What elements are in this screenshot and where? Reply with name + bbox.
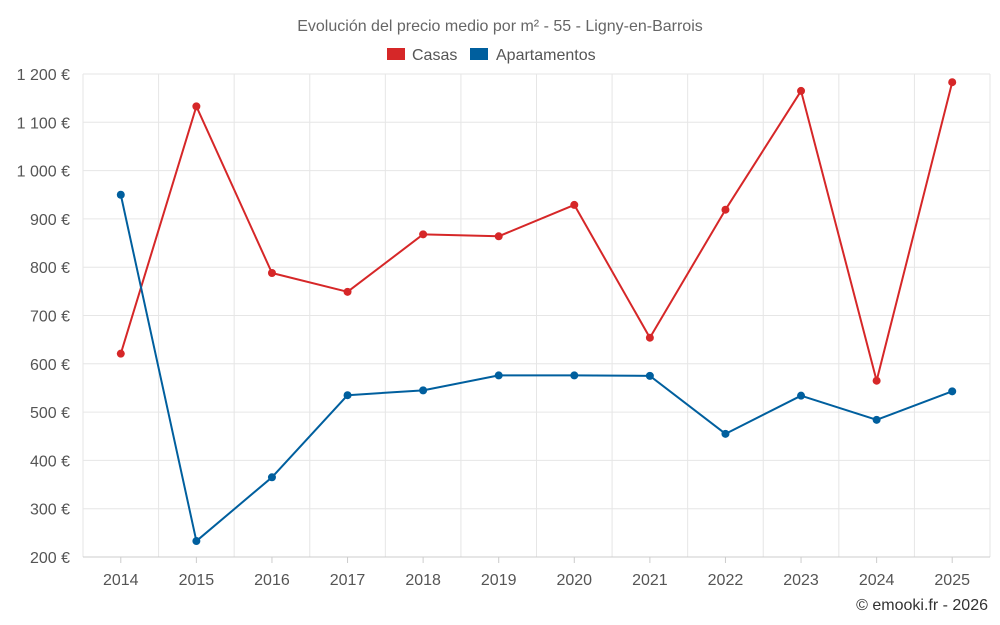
chart-title: Evolución del precio medio por m² - 55 -…: [297, 18, 703, 35]
y-tick-label: 600 €: [30, 357, 70, 374]
y-tick-label: 700 €: [30, 309, 70, 326]
x-tick-label: 2014: [103, 572, 139, 589]
legend-swatch-apartamentos: [470, 48, 488, 60]
data-point-apartamentos[interactable]: [494, 371, 503, 380]
data-point-apartamentos[interactable]: [192, 537, 201, 546]
data-point-casas[interactable]: [343, 287, 352, 296]
legend: Casas Apartamentos: [387, 47, 596, 64]
data-point-apartamentos[interactable]: [570, 371, 579, 380]
y-axis: 200 € 300 € 400 € 500 € 600 € 700 € 800 € 900 €…: [17, 67, 70, 567]
y-tick-label: 1 200 €: [17, 67, 70, 84]
y-tick-label: 200 €: [30, 550, 70, 567]
x-tick-label: 2016: [254, 572, 290, 589]
y-tick-label: 1 000 €: [17, 164, 70, 181]
legend-item-apartamentos[interactable]: Apartamentos: [470, 47, 596, 64]
series-line-casas: [119, 81, 954, 382]
legend-label-casas: Casas: [412, 47, 457, 64]
data-point-casas[interactable]: [872, 376, 881, 385]
y-tick-label: 900 €: [30, 212, 70, 229]
data-point-apartamentos[interactable]: [267, 473, 276, 482]
y-tick-label: 300 €: [30, 502, 70, 519]
x-axis: 2014 2015 2016 2017 2018 2019 2020 2021 2022 2023…: [83, 556, 990, 589]
grid: [82, 73, 991, 558]
data-point-casas[interactable]: [948, 78, 957, 87]
data-point-casas[interactable]: [494, 232, 503, 241]
data-point-apartamentos[interactable]: [872, 415, 881, 424]
legend-label-apartamentos: Apartamentos: [496, 47, 596, 64]
data-point-apartamentos[interactable]: [721, 429, 730, 438]
legend-item-casas[interactable]: Casas: [387, 47, 457, 64]
data-point-apartamentos[interactable]: [343, 391, 352, 400]
legend-swatch-casas: [387, 48, 405, 60]
data-point-apartamentos[interactable]: [116, 190, 125, 199]
data-point-casas[interactable]: [721, 205, 730, 214]
x-tick-label: 2020: [556, 572, 592, 589]
x-tick-label: 2019: [481, 572, 517, 589]
x-tick-label: 2024: [859, 572, 895, 589]
data-point-apartamentos[interactable]: [645, 371, 654, 380]
x-tick-label: 2022: [708, 572, 744, 589]
y-tick-label: 800 €: [30, 260, 70, 277]
x-tick-label: 2021: [632, 572, 668, 589]
x-tick-label: 2015: [179, 572, 215, 589]
data-point-apartamentos[interactable]: [948, 387, 957, 396]
data-point-casas[interactable]: [419, 230, 428, 239]
data-point-casas[interactable]: [797, 86, 806, 95]
y-tick-label: 400 €: [30, 453, 70, 470]
data-point-casas[interactable]: [645, 333, 654, 342]
data-point-casas[interactable]: [570, 200, 579, 209]
series-line-apartamentos: [119, 194, 953, 543]
series: [116, 78, 957, 546]
data-point-apartamentos[interactable]: [419, 386, 428, 395]
y-tick-label: 1 100 €: [17, 115, 70, 132]
data-point-casas[interactable]: [192, 102, 201, 111]
data-point-casas[interactable]: [116, 349, 125, 358]
x-tick-label: 2017: [330, 572, 366, 589]
data-point-apartamentos[interactable]: [797, 391, 806, 400]
credit-text: © emooki.fr - 2026: [856, 597, 988, 614]
x-tick-label: 2018: [405, 572, 441, 589]
x-tick-label: 2023: [783, 572, 819, 589]
data-point-casas[interactable]: [267, 268, 276, 277]
y-tick-label: 500 €: [30, 405, 70, 422]
x-tick-label: 2025: [934, 572, 970, 589]
